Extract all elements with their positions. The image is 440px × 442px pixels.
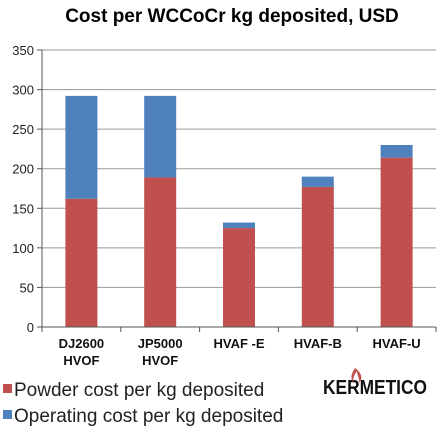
y-tick-label: 50	[20, 280, 34, 295]
x-tick-label: HVAF-U	[373, 336, 421, 351]
bar-segment	[380, 144, 413, 158]
bars	[65, 95, 413, 327]
y-axis: 0 50 100 150 200 250 300 350	[12, 43, 43, 335]
bar-segment	[301, 186, 334, 327]
bar-segment	[223, 228, 255, 327]
x-axis: DJ2600 HVOF JP5000 HVOF HVAF -E HVAF-B HVAF-U	[41, 326, 437, 368]
y-tick-label: 350	[12, 43, 34, 58]
bar-segment	[65, 95, 98, 199]
y-tick-label: 150	[12, 201, 34, 216]
bar-segment	[144, 95, 177, 178]
x-tick-label: DJ2600	[59, 336, 105, 351]
chart-title: Cost per WCCoCr kg deposited, USD	[65, 6, 399, 27]
x-tick-label: HVOF	[63, 353, 99, 368]
gridlines	[42, 49, 436, 288]
legend-swatch	[3, 384, 12, 393]
x-tick-label: HVAF -E	[213, 336, 264, 351]
bar-segment	[223, 222, 255, 229]
legend: Powder cost per kg deposited Operating co…	[3, 380, 283, 427]
y-tick-label: 100	[12, 241, 34, 256]
kermetico-logo: KERMETICO	[323, 368, 427, 399]
x-tick-label: HVAF-B	[294, 336, 342, 351]
x-tick-label: HVOF	[142, 353, 178, 368]
y-tick-label: 200	[12, 162, 34, 177]
logo-text: KERMETICO	[323, 377, 427, 399]
y-tick-label: 300	[12, 83, 34, 98]
bar-segment	[65, 198, 98, 327]
legend-label: Powder cost per kg deposited	[14, 380, 264, 401]
bar-segment	[144, 177, 177, 327]
logo-flame-icon	[351, 368, 362, 383]
legend-label: Operating cost per kg deposited	[14, 406, 283, 427]
x-tick-label: JP5000	[138, 336, 183, 351]
bar-segment	[301, 176, 334, 187]
legend-swatch	[3, 410, 12, 419]
y-tick-label: 250	[12, 122, 34, 137]
bar-segment	[380, 157, 413, 327]
y-tick-label: 0	[27, 320, 34, 335]
